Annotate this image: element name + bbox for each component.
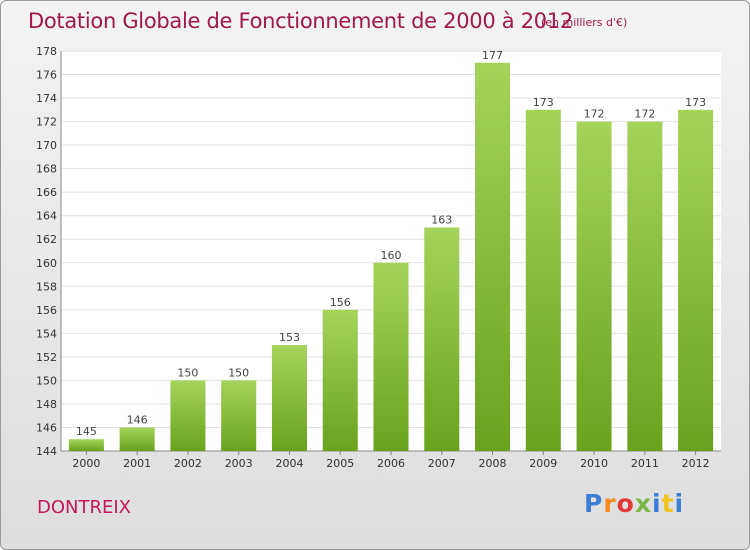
x-tick-label: 2011 [631,457,659,470]
chart-unit: (en milliers d'€) [541,16,628,29]
x-tick-label: 2001 [123,457,151,470]
y-tick-label: 148 [36,398,57,411]
x-tick-label: 2003 [225,457,253,470]
bar [170,380,206,451]
bar [221,380,257,451]
y-tick-label: 160 [36,257,57,270]
y-tick-label: 178 [36,45,57,58]
data-label: 160 [381,249,402,262]
data-label: 172 [634,108,655,121]
bar [424,227,460,451]
x-tick-label: 2008 [479,457,507,470]
bar [678,109,714,451]
x-tick-label: 2010 [580,457,608,470]
y-tick-label: 166 [36,186,57,199]
logo-letter: P [584,489,604,518]
bar-chart: 144 146 148 150 152 154 156 158 160 162 164 166 168 1… [36,45,721,470]
data-label: 150 [177,366,198,379]
bar [373,262,409,451]
x-tick-label: 2012 [682,457,710,470]
logo-letter: o [616,489,635,518]
data-label: 146 [127,413,148,426]
y-tick-label: 146 [36,421,57,434]
logo-letter: t [661,489,675,518]
bar [322,309,358,451]
data-label: 177 [482,49,503,62]
data-label: 156 [330,296,351,309]
bar [525,109,561,451]
x-tick-label: 2007 [428,457,456,470]
y-tick-label: 176 [36,69,57,82]
data-label: 173 [685,96,706,109]
proxiti-logo: Proxiti [584,489,684,518]
bar [475,62,511,451]
data-label: 172 [584,108,605,121]
data-label: 153 [279,331,300,344]
y-tick-label: 156 [36,304,57,317]
logo-letter: i [652,489,662,518]
y-tick-label: 170 [36,139,57,152]
x-tick-label: 2000 [72,457,100,470]
bar [68,439,104,451]
y-tick-label: 150 [36,374,57,387]
logo-letter: r [603,489,617,518]
y-tick-label: 162 [36,233,57,246]
commune-name: DONTREIX [37,497,132,518]
chart-title: Dotation Globale de Fonctionnement de 20… [28,9,573,33]
y-tick-label: 152 [36,351,57,364]
x-tick-label: 2004 [275,457,303,470]
y-tick-label: 158 [36,280,57,293]
x-tick-label: 2009 [529,457,557,470]
y-tick-label: 144 [36,445,57,458]
logo-letter: x [634,489,652,518]
data-label: 163 [431,213,452,226]
x-tick-label: 2006 [377,457,405,470]
bar [576,121,612,452]
y-tick-label: 154 [36,327,57,340]
data-label: 173 [533,96,554,109]
bar [627,121,663,452]
x-tick-label: 2005 [326,457,354,470]
data-label: 145 [76,425,97,438]
y-tick-label: 168 [36,163,57,176]
data-label: 150 [228,366,249,379]
y-tick-label: 174 [36,92,57,105]
y-tick-label: 172 [36,116,57,129]
logo-letter: i [674,489,685,518]
bar [119,427,155,451]
bar [271,345,307,451]
x-tick-label: 2002 [174,457,202,470]
y-tick-label: 164 [36,210,57,223]
